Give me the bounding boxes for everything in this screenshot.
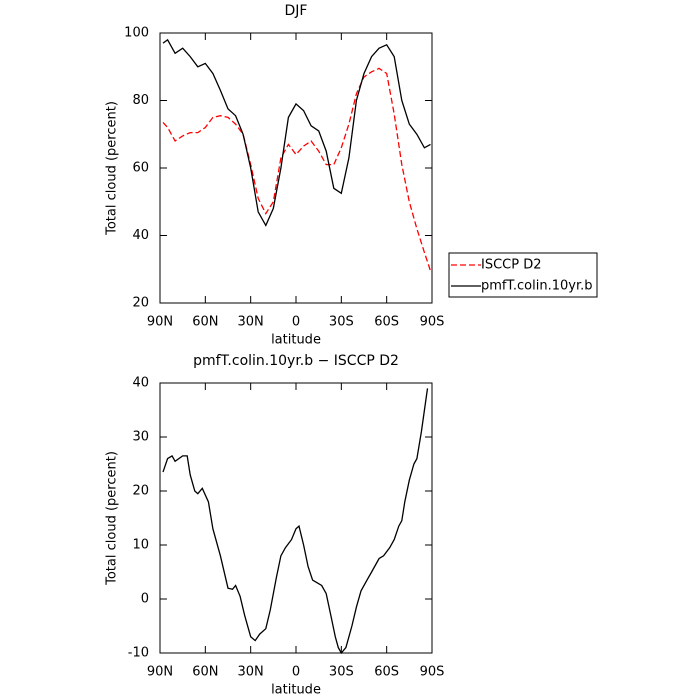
x-tick-label: 30N xyxy=(238,315,264,330)
data-line xyxy=(162,67,432,272)
y-tick-label: 10 xyxy=(132,538,149,553)
chart-title: pmfT.colin.10yr.b − ISCCP D2 xyxy=(193,353,399,369)
data-line xyxy=(162,38,431,227)
y-tick-label: 20 xyxy=(132,484,149,499)
y-tick-label: 20 xyxy=(132,296,149,311)
y-tick-label: 100 xyxy=(124,26,149,41)
legend-box xyxy=(448,252,598,298)
y-tick-label: 30 xyxy=(132,430,149,445)
x-tick-label: 90S xyxy=(420,665,445,680)
x-axis-label: latitude xyxy=(271,333,321,348)
chart-title: DJF xyxy=(285,3,308,19)
x-tick-label: 90N xyxy=(147,315,173,330)
x-tick-label: 0 xyxy=(292,315,300,330)
x-tick-label: 30S xyxy=(329,665,354,680)
x-axis-label: latitude xyxy=(271,683,321,698)
data-line xyxy=(162,388,429,655)
x-tick-label: 30N xyxy=(238,665,264,680)
x-tick-label: 60N xyxy=(192,315,218,330)
y-tick-label: 40 xyxy=(132,228,149,243)
x-tick-label: 90S xyxy=(420,315,445,330)
x-tick-label: 60S xyxy=(374,665,399,680)
x-tick-label: 90N xyxy=(147,665,173,680)
plot-frame xyxy=(159,382,433,654)
legend-label: ISCCP D2 xyxy=(481,258,542,273)
y-tick-label: 40 xyxy=(132,376,149,391)
legend-label: pmfT.colin.10yr.b xyxy=(481,279,593,294)
x-tick-label: 60N xyxy=(192,665,218,680)
y-tick-label: 0 xyxy=(141,592,149,607)
y-tick-label: 60 xyxy=(132,161,149,176)
y-tick-label: -10 xyxy=(128,646,149,661)
y-axis-label: Total cloud (percent) xyxy=(105,101,120,236)
x-tick-label: 60S xyxy=(374,315,399,330)
y-axis-label: Total cloud (percent) xyxy=(105,451,120,586)
x-tick-label: 30S xyxy=(329,315,354,330)
plot-frame xyxy=(159,32,433,304)
x-tick-label: 0 xyxy=(292,665,300,680)
y-tick-label: 80 xyxy=(132,93,149,108)
